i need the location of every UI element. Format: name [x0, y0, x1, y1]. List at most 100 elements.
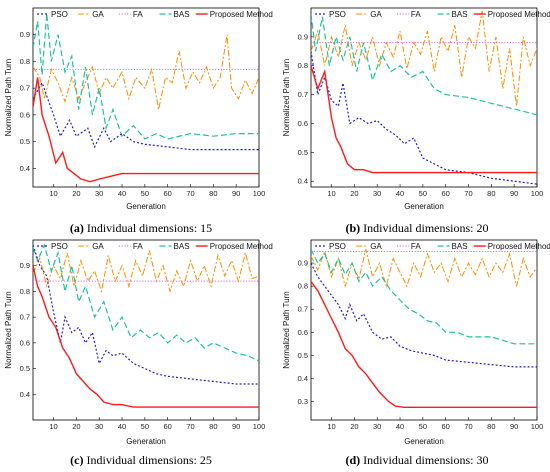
x-tick-label: 10	[49, 189, 57, 198]
x-tick-label: 90	[232, 422, 240, 431]
x-tick-label: 70	[464, 189, 472, 198]
legend-label-pso: PSO	[51, 242, 68, 251]
y-tick-label: 0.6	[20, 338, 30, 347]
x-tick-label: 90	[510, 189, 518, 198]
series-line-ga	[311, 10, 537, 107]
x-tick-label: 80	[487, 422, 495, 431]
legend-label-fa: FA	[411, 242, 421, 251]
x-tick-label: 60	[442, 422, 450, 431]
x-tick-label: 60	[442, 189, 450, 198]
x-tick-label: 80	[209, 422, 217, 431]
legend: PSO GA FA BAS Proposed Method	[37, 242, 273, 251]
x-tick-label: 10	[327, 189, 335, 198]
chart-panel-1: 10 20 30 40 50 60 70 80 90 100 0.4 0.5 0.6 0.7 0.8 0.9 P…	[4, 7, 273, 235]
x-tick-label: 40	[118, 189, 126, 198]
y-tick-label: 0.8	[298, 61, 308, 70]
x-tick-label: 20	[350, 189, 358, 198]
chart-panel-4: 10 20 30 40 50 60 70 80 90 100 0.3 0.4 0.5 0.6 0.7 0.8 0…	[282, 239, 550, 467]
y-tick-label: 0.7	[298, 305, 308, 314]
x-tick-label: 40	[396, 189, 404, 198]
x-tick-label: 10	[327, 422, 335, 431]
series-line-proposed	[33, 265, 259, 408]
legend: PSO GA FA BAS Proposed Method	[37, 10, 273, 19]
x-tick-label: 70	[186, 422, 194, 431]
series-line-pso	[311, 262, 537, 368]
caption-text: Individual dimensions: 15	[84, 221, 212, 235]
plot-frame	[310, 7, 538, 188]
y-axis-label: Normalized Path Turn	[4, 59, 13, 136]
x-tick-label: 70	[186, 189, 194, 198]
x-tick-label: 60	[164, 189, 172, 198]
series-line-bas	[311, 248, 537, 345]
legend-label-proposed: Proposed Method	[488, 242, 550, 251]
panel-caption: (a) Individual dimensions: 15	[70, 221, 212, 235]
y-tick-label: 0.7	[298, 90, 308, 99]
series-line-ga	[311, 249, 537, 289]
legend-label-pso: PSO	[329, 242, 346, 251]
x-axis-label: Generation	[404, 437, 444, 446]
y-axis-label: Normalized Path Turn	[282, 59, 291, 136]
caption-text: Individual dimensions: 30	[360, 453, 488, 467]
x-tick-label: 70	[464, 422, 472, 431]
plot-frame	[32, 239, 260, 421]
x-tick-label: 30	[373, 189, 381, 198]
x-tick-label: 50	[419, 422, 427, 431]
x-tick-label: 100	[531, 422, 544, 431]
x-tick-label: 80	[487, 189, 495, 198]
caption-label: (d)	[346, 453, 361, 467]
x-tick-label: 60	[164, 422, 172, 431]
y-tick-label: 0.5	[298, 351, 308, 360]
legend-label-ga: GA	[370, 242, 382, 251]
x-tick-label: 20	[72, 189, 80, 198]
y-tick-label: 0.6	[20, 110, 30, 119]
legend-label-ga: GA	[92, 242, 104, 251]
x-tick-label: 50	[419, 189, 427, 198]
legend-label-fa: FA	[411, 10, 421, 19]
series-line-bas	[33, 243, 259, 362]
plot-frame	[32, 7, 260, 188]
legend-label-proposed: Proposed Method	[210, 242, 273, 251]
panel-caption: (c) Individual dimensions: 25	[70, 453, 212, 467]
y-tick-label: 0.8	[20, 287, 30, 296]
legend-label-bas: BAS	[452, 242, 468, 251]
x-tick-label: 20	[72, 422, 80, 431]
panel-caption: (b) Individual dimensions: 20	[346, 221, 489, 235]
y-tick-label: 0.4	[298, 374, 308, 383]
y-tick-label: 0.4	[298, 177, 308, 186]
caption-label: (b)	[346, 221, 361, 235]
legend: PSO GA FA BAS Proposed Method	[315, 10, 550, 19]
y-tick-label: 0.8	[20, 57, 30, 66]
series-line-proposed	[33, 77, 259, 183]
legend-label-proposed: Proposed Method	[488, 10, 550, 19]
series-line-proposed	[311, 281, 537, 408]
y-tick-label: 0.4	[20, 164, 30, 173]
legend-label-proposed: Proposed Method	[210, 10, 273, 19]
x-tick-label: 30	[95, 189, 103, 198]
y-tick-label: 0.5	[20, 364, 30, 373]
y-tick-label: 0.9	[20, 261, 30, 270]
legend-label-pso: PSO	[51, 10, 68, 19]
x-tick-label: 30	[373, 422, 381, 431]
legend-label-bas: BAS	[174, 10, 190, 19]
legend: PSO GA FA BAS Proposed Method	[315, 242, 550, 251]
x-tick-label: 20	[350, 422, 358, 431]
panel-caption: (d) Individual dimensions: 30	[346, 453, 489, 467]
legend-label-fa: FA	[133, 242, 143, 251]
caption-text: Individual dimensions: 20	[360, 221, 488, 235]
y-tick-label: 0.9	[298, 259, 308, 268]
y-tick-label: 0.7	[20, 313, 30, 322]
x-tick-label: 30	[95, 422, 103, 431]
series-line-proposed	[311, 65, 537, 174]
plot-frame	[310, 239, 538, 421]
legend-label-fa: FA	[133, 10, 143, 19]
series-line-pso	[311, 51, 537, 185]
y-tick-label: 0.5	[20, 137, 30, 146]
x-tick-label: 100	[531, 189, 544, 198]
x-axis-label: Generation	[126, 202, 166, 211]
y-tick-label: 0.8	[298, 282, 308, 291]
x-axis-label: Generation	[404, 202, 444, 211]
y-tick-label: 0.3	[298, 397, 308, 406]
series-line-pso	[33, 81, 259, 151]
x-tick-label: 50	[141, 422, 149, 431]
